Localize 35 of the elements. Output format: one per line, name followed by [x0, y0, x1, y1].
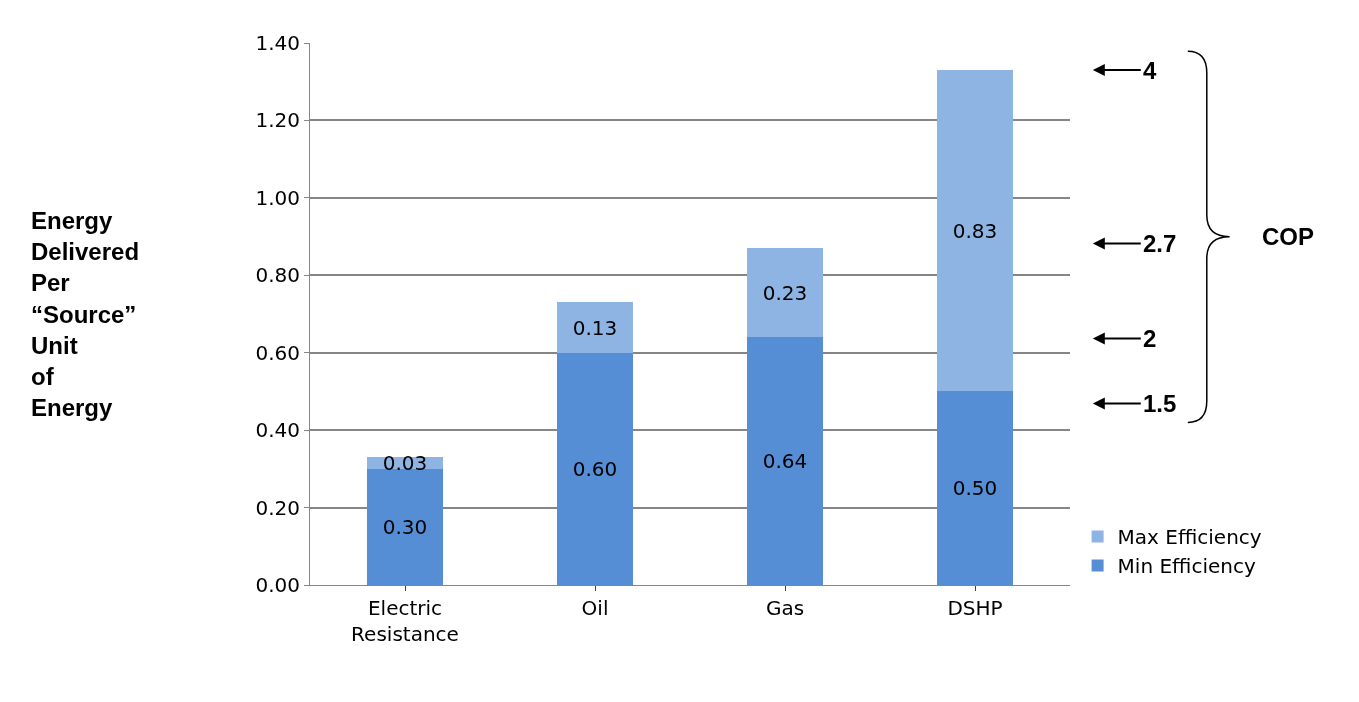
x-tick-label: DSHP [947, 596, 1003, 620]
legend-label: Min Efficiency [1117, 554, 1256, 579]
data-label: 0.13 [572, 315, 618, 340]
bar [367, 468, 443, 585]
y-tick-label: 0.80 [255, 263, 300, 288]
legend-label: Max Efficiency [1117, 525, 1262, 550]
bar [747, 248, 823, 338]
bar [557, 352, 633, 585]
data-label: 0.03 [382, 451, 428, 476]
bar [747, 337, 823, 585]
text: Energy Delivered Per “Source” Unit of Energy [31, 207, 140, 422]
x-tick-label: Gas [765, 596, 805, 620]
data-label: 0.64 [762, 449, 808, 474]
y-tick-label: 0.00 [255, 573, 300, 597]
y-tick-label: 1.40 [255, 31, 300, 55]
text: COP [1262, 223, 1315, 250]
text: 2 [1143, 325, 1157, 352]
data-label: 0.83 [952, 218, 998, 243]
y-tick-label: 0.20 [255, 495, 300, 520]
text: 4 [1143, 57, 1157, 84]
data-label: 0.60 [572, 456, 618, 481]
y-tick-label: 1.00 [255, 185, 300, 210]
data-label: 0.23 [762, 280, 808, 305]
text: 1.5 [1143, 390, 1177, 417]
y-tick-label: 1.20 [255, 108, 300, 133]
bar [937, 391, 1013, 585]
text: 2.7 [1143, 230, 1177, 257]
bar [937, 70, 1013, 392]
x-tick-label: Electric Resistance [351, 596, 459, 646]
y-tick-label: 0.40 [255, 418, 300, 443]
bar [557, 302, 633, 353]
x-tick-label: Oil [581, 596, 609, 620]
data-label: 0.30 [382, 514, 428, 539]
data-label: 0.50 [952, 476, 998, 501]
y-tick-label: 0.60 [255, 340, 300, 365]
